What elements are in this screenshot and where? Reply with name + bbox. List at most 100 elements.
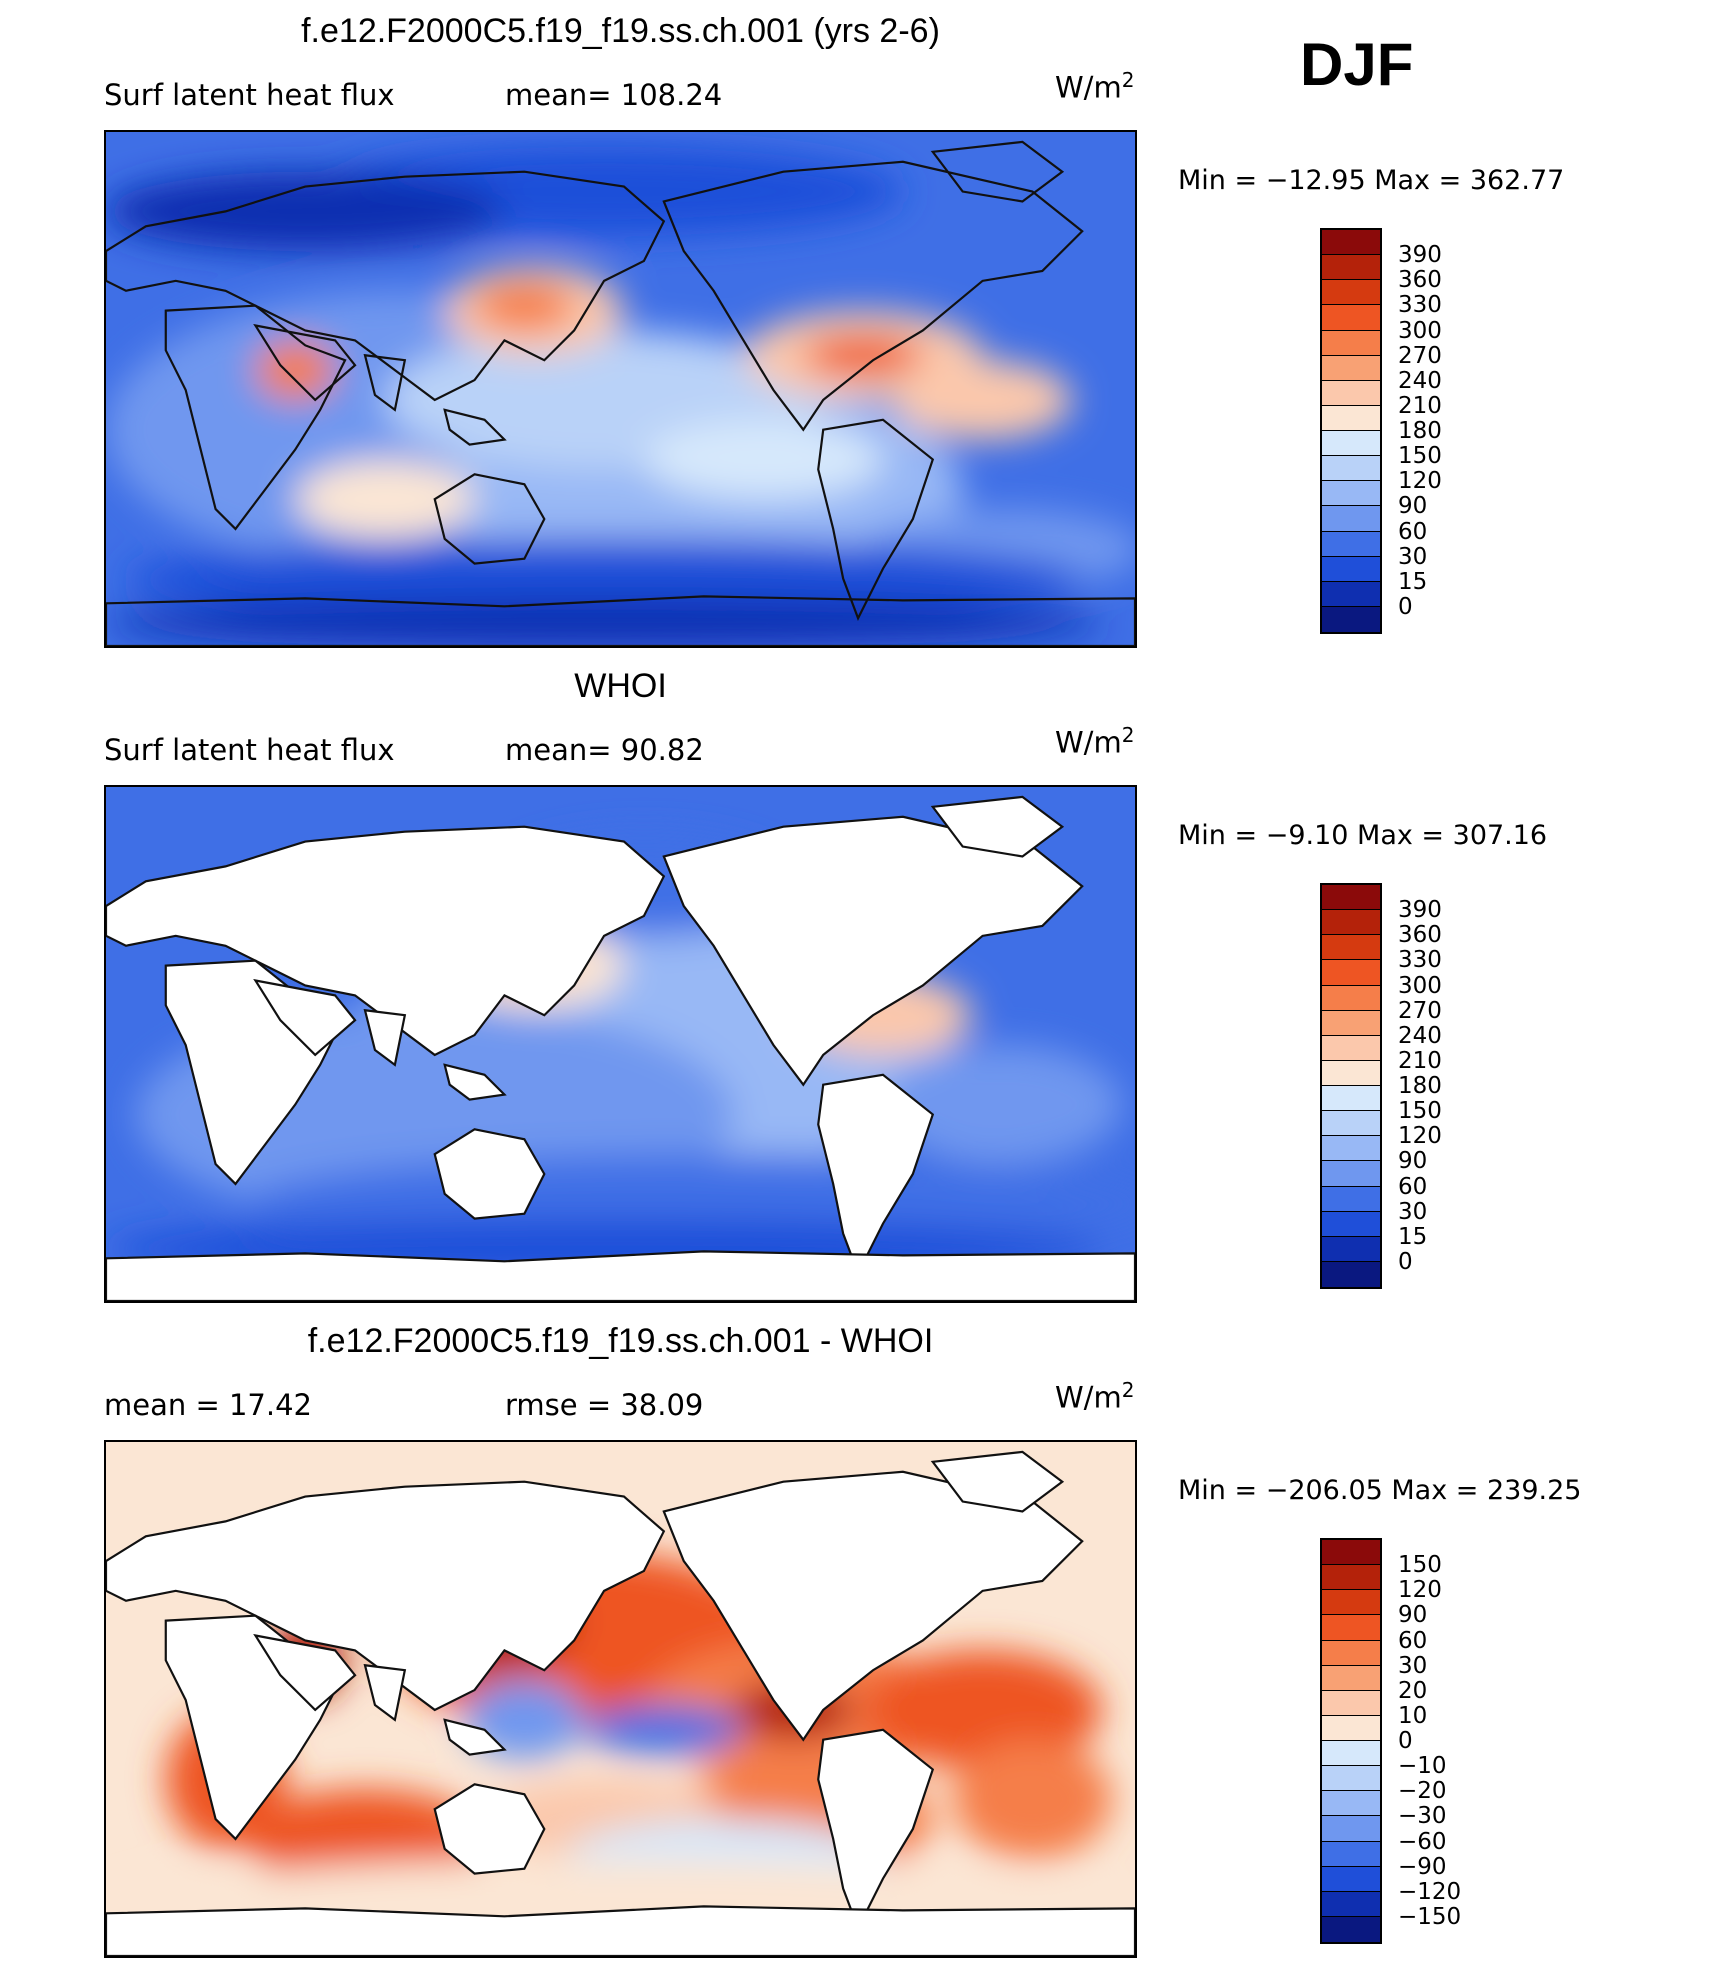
colorbar-box <box>1322 280 1380 306</box>
colorbar-box <box>1322 1690 1380 1716</box>
coastline <box>433 1128 546 1220</box>
colorbar-box <box>1322 1236 1380 1262</box>
colorbar-box <box>1322 1816 1380 1842</box>
colorbar-box <box>1322 506 1380 532</box>
colorbar-tick-label: 360 <box>1398 922 1442 949</box>
coastline <box>443 1718 507 1756</box>
field-region <box>863 1650 1103 1770</box>
colorbar-tick-label: 270 <box>1398 997 1442 1024</box>
colorbar-box <box>1322 481 1380 507</box>
colorbar <box>1320 883 1382 1289</box>
colorbar-tick-label: 60 <box>1398 518 1428 545</box>
field-region <box>255 340 336 400</box>
colorbar-tick-label: 20 <box>1398 1677 1428 1704</box>
colorbar-box <box>1322 1186 1380 1212</box>
colorbar-tick-label: 15 <box>1398 1223 1428 1250</box>
colorbar-box <box>1322 1111 1380 1137</box>
units-base: W/m <box>1055 70 1122 105</box>
coastline <box>443 408 507 446</box>
colorbar-box <box>1322 606 1380 632</box>
panel-center-label: mean= 90.82 <box>505 733 704 767</box>
colorbar-box <box>1322 1565 1380 1591</box>
colorbar-box <box>1322 1540 1380 1566</box>
colorbar-tick-label: 150 <box>1398 443 1442 470</box>
colorbar-tick-label: 90 <box>1398 1602 1428 1629</box>
colorbar-tick-label: 120 <box>1398 1577 1442 1604</box>
field-region <box>295 459 475 539</box>
colorbar-tick-label: 180 <box>1398 418 1442 444</box>
min-label: Min = −9.10 <box>1178 820 1349 851</box>
panel-title: f.e12.F2000C5.f19_f19.ss.ch.001 (yrs 2-6… <box>301 12 940 50</box>
minmax-gap <box>1366 165 1375 196</box>
minmax-gap <box>1348 820 1357 851</box>
colorbar-box <box>1322 1891 1380 1917</box>
panel-title: WHOI <box>574 667 667 705</box>
coastline <box>106 170 666 402</box>
colorbar-box <box>1322 1916 1380 1942</box>
colorbar-tick-label: 300 <box>1398 317 1442 344</box>
colorbar-tick-label: 0 <box>1398 1248 1413 1275</box>
colorbar-box <box>1322 1715 1380 1741</box>
colorbar-box <box>1322 531 1380 557</box>
colorbar-box <box>1322 960 1380 986</box>
coastline <box>817 418 935 621</box>
colorbar-box <box>1322 405 1380 431</box>
coastline <box>253 323 357 402</box>
coastline <box>662 160 1084 432</box>
colorbar-box <box>1322 305 1380 331</box>
colorbar-box <box>1322 1741 1380 1767</box>
colorbar-box <box>1322 985 1380 1011</box>
coastline <box>817 1073 935 1276</box>
colorbar-box <box>1322 556 1380 582</box>
units-base: W/m <box>1055 725 1122 760</box>
colorbar-tick-label: −10 <box>1398 1753 1447 1780</box>
colorbar-tick-label: 150 <box>1398 1098 1442 1125</box>
map-svg <box>106 132 1135 646</box>
coastline <box>433 473 546 565</box>
colorbar-tick-label: 15 <box>1398 568 1428 595</box>
colorbar-tick-label: 0 <box>1398 1728 1413 1754</box>
field-region <box>882 1044 1123 1165</box>
colorbar-tick-label: 150 <box>1398 1552 1442 1579</box>
max-label: Max = 307.16 <box>1357 820 1548 851</box>
colorbar-tick-label: 90 <box>1398 493 1428 520</box>
colorbar-tick-label: 0 <box>1398 593 1413 620</box>
colorbar-tick-label: −20 <box>1398 1778 1447 1805</box>
coastline <box>253 978 357 1057</box>
coastline <box>443 1063 507 1101</box>
colorbar-tick-label: 240 <box>1398 1022 1442 1049</box>
panel-center-label: mean= 108.24 <box>505 78 723 112</box>
colorbar-box <box>1322 1665 1380 1691</box>
coastline <box>930 795 1065 858</box>
colorbar-tick-label: −90 <box>1398 1853 1447 1880</box>
colorbar-box <box>1322 1640 1380 1666</box>
colorbar-tick-label: 390 <box>1398 242 1442 269</box>
field-region <box>106 171 505 252</box>
colorbar-tick-label: −60 <box>1398 1828 1447 1855</box>
colorbar-box <box>1322 1060 1380 1086</box>
colorbar-tick-label: 330 <box>1398 947 1442 974</box>
colorbar-tick-label: 90 <box>1398 1148 1428 1175</box>
coastline <box>363 1008 407 1067</box>
colorbar-tick-label: 240 <box>1398 367 1442 394</box>
colorbar-tick-label: 30 <box>1398 543 1428 570</box>
units-exponent: 2 <box>1121 1378 1135 1402</box>
coastline <box>164 304 347 531</box>
field-region <box>106 598 1102 646</box>
colorbar-box <box>1322 456 1380 482</box>
map-svg <box>106 787 1135 1301</box>
colorbar-box <box>1322 230 1380 256</box>
coastline <box>106 595 1135 646</box>
coastline <box>930 140 1065 203</box>
units-exponent: 2 <box>1121 68 1135 92</box>
colorbar-box <box>1322 1010 1380 1036</box>
colorbar-tick-label: 120 <box>1398 468 1442 495</box>
colorbar-box <box>1322 1035 1380 1061</box>
colorbar-tick-label: 210 <box>1398 1047 1442 1074</box>
coastline <box>363 353 407 412</box>
colorbar-tick-label: 180 <box>1398 1073 1442 1099</box>
field-region <box>474 280 575 331</box>
coastline <box>106 1250 1135 1301</box>
panel-left-label: mean = 17.42 <box>104 1388 312 1422</box>
colorbar-box <box>1322 1261 1380 1287</box>
